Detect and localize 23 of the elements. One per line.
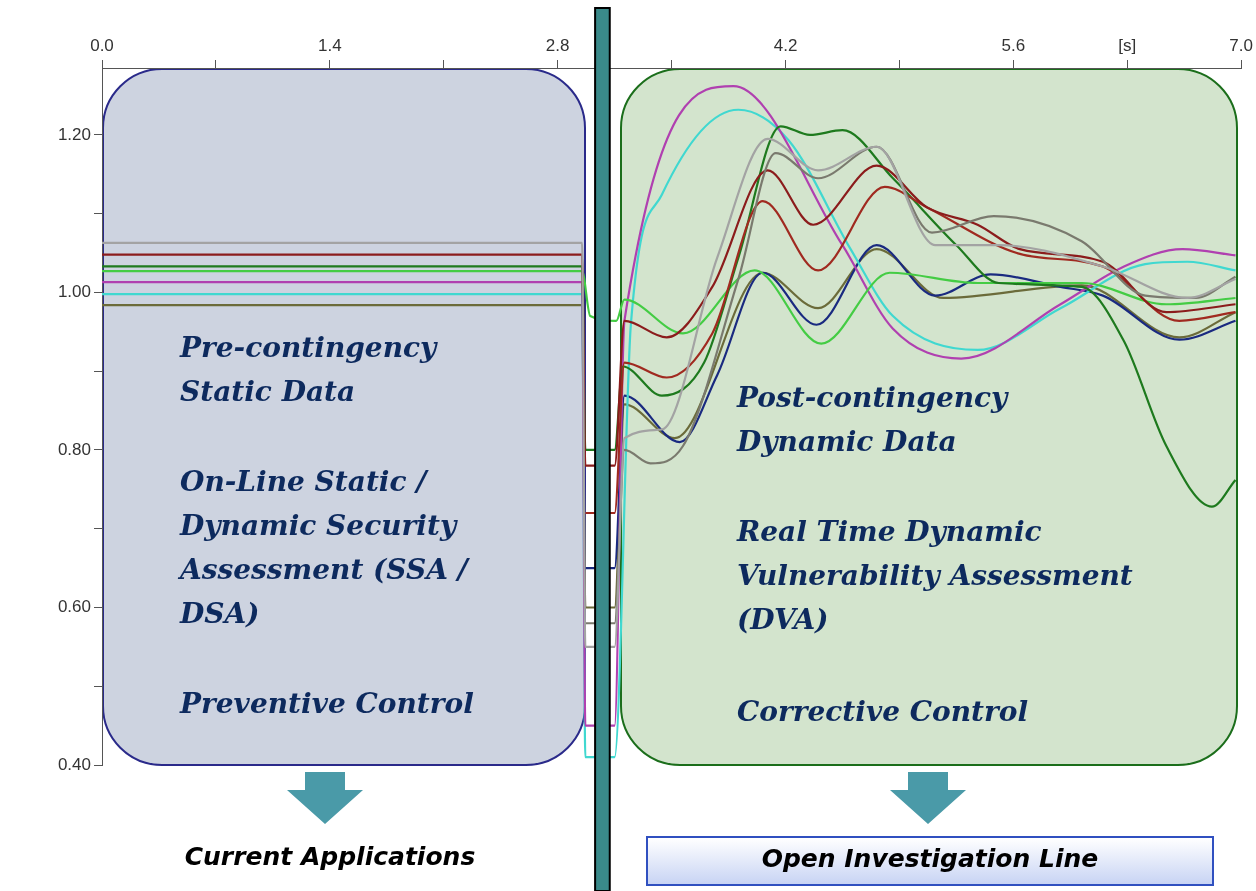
line-series — [584, 185, 1237, 515]
annotation: Preventive Control — [180, 686, 475, 722]
text: Open Investigation Line — [760, 844, 1100, 873]
x-tick-label: 7.0 — [1229, 36, 1253, 56]
x-tick-label: 1.4 — [318, 36, 342, 56]
x-tick-label: 0.0 — [90, 36, 114, 56]
text: Current Applications — [183, 842, 477, 871]
x-tick-label: 2.8 — [545, 36, 570, 56]
line-series — [102, 164, 1237, 467]
x-tick-label: [s] — [1118, 36, 1137, 56]
annotation: On-Line Static / Dynamic Security Assessment (SSA / DSA) — [180, 464, 471, 632]
y-tick-label: 1.00 — [57, 282, 91, 302]
x-tick-label: 4.2 — [773, 36, 798, 56]
annotation: Post-contingency Dynamic Data — [737, 380, 1010, 460]
annotation: Real Time Dynamic Vulnerability Assessment (DVA) — [737, 514, 1134, 638]
y-tick-label: 0.60 — [57, 597, 91, 617]
y-tick-label: 0.80 — [57, 439, 91, 459]
y-tick-label: 1.20 — [57, 124, 91, 144]
annotation: Corrective Control — [737, 694, 1030, 730]
y-tick-label: 0.40 — [57, 754, 91, 774]
annotation: Pre-contingency Static Data — [180, 330, 439, 410]
line-series — [102, 137, 1237, 648]
x-tick-label: 5.6 — [1001, 36, 1026, 56]
